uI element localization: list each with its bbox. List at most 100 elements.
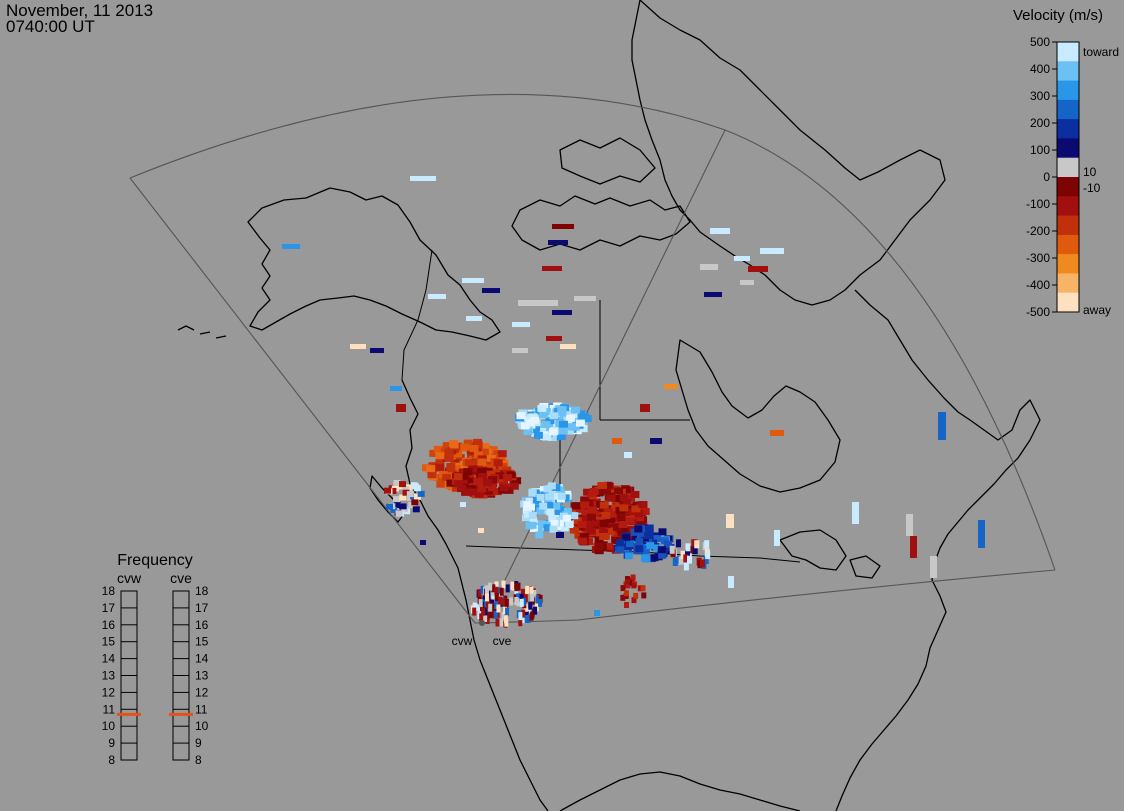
velocity-cell [436, 480, 446, 488]
velocity-cell [509, 482, 519, 490]
velocity-cell [471, 458, 481, 465]
velocity-cell [694, 540, 700, 549]
velocity-cell [393, 496, 400, 503]
velocity-cell [619, 504, 629, 512]
velocity-cell [466, 477, 476, 485]
velocity-cell [504, 598, 509, 607]
velocity-cell [770, 430, 784, 436]
frequency-tick-label: 10 [102, 719, 116, 733]
frequency-tick-label: 9 [195, 736, 202, 750]
velocity-color-step [1057, 292, 1079, 313]
velocity-cell [556, 433, 566, 441]
frequency-tick-label: 13 [102, 669, 116, 683]
arctic-islands-north [559, 137, 656, 185]
velocity-cell [603, 481, 613, 489]
velocity-cell [549, 525, 558, 533]
velocity-cell [499, 587, 504, 596]
velocity-cell [653, 535, 662, 542]
labrador-coast [854, 289, 1041, 535]
velocity-tick-labels: 500 400 300 200 100 0 -100 -200 -300 -400 -500 [1026, 35, 1057, 319]
velocity-cell [704, 540, 710, 549]
velocity-cell [906, 514, 913, 536]
velocity-tick-label: -500 [1026, 305, 1050, 319]
velocity-cell [545, 502, 554, 509]
velocity-cell [533, 606, 538, 615]
velocity-cell [620, 585, 626, 592]
frequency-tick-label: 11 [103, 702, 116, 716]
velocity-cell [546, 422, 556, 430]
velocity-cell [609, 519, 619, 527]
velocity-cell [575, 505, 585, 513]
velocity-cell [579, 533, 589, 541]
velocity-cell [465, 459, 474, 467]
coastlines [177, 0, 1041, 811]
velocity-cell [528, 601, 533, 610]
velocity-cell [538, 594, 543, 603]
velocity-cell [594, 610, 600, 616]
velocity-cell [460, 443, 470, 451]
velocity-cell [557, 406, 567, 414]
velocity-cell [529, 586, 534, 595]
velocity-cell [558, 427, 568, 435]
velocity-cell [548, 514, 557, 522]
velocity-cell [528, 488, 537, 496]
velocity-cell [480, 442, 490, 450]
velocity-cell [704, 292, 722, 297]
velocity-cell [435, 452, 445, 460]
velocity-cell [529, 517, 538, 525]
velocity-cell [399, 481, 406, 488]
velocity-cell [616, 539, 625, 547]
velocity-cell [548, 240, 568, 245]
velocity-cell [532, 590, 537, 598]
velocity-color-step [1057, 215, 1079, 236]
velocity-cell [495, 472, 505, 480]
velocity-cell [500, 596, 505, 605]
velocity-cell [472, 602, 477, 611]
velocity-color-step [1057, 42, 1079, 62]
gulf-coast [559, 771, 801, 811]
velocity-cell [685, 543, 691, 552]
velocity-title: Velocity (m/s) [1013, 7, 1103, 24]
velocity-color-step [1057, 119, 1079, 139]
velocity-cell [575, 419, 585, 427]
velocity-cell [492, 465, 502, 473]
velocity-cell [641, 592, 647, 599]
velocity-cell [611, 536, 621, 544]
velocity-cell [282, 244, 300, 249]
frequency-tick-label: 17 [102, 601, 116, 615]
velocity-cell [521, 609, 526, 618]
velocity-cell [603, 542, 613, 550]
velocity-cell [451, 465, 461, 472]
velocity-cell [535, 595, 540, 604]
velocity-cell [412, 506, 420, 513]
velocity-cell [552, 502, 561, 510]
velocity-cell [520, 588, 525, 597]
velocity-cell [472, 607, 477, 616]
velocity-tick-label: 200 [1030, 116, 1050, 130]
velocity-cell [640, 404, 650, 412]
pacific-coast [401, 379, 549, 811]
arctic-islands [511, 195, 691, 251]
velocity-cell [630, 491, 640, 498]
velocity-cell [505, 584, 510, 593]
velocity-cell [433, 473, 443, 481]
velocity-cell [774, 530, 780, 546]
velocity-cell [635, 537, 644, 545]
velocity-cell [560, 344, 576, 349]
velocity-cell [683, 562, 689, 571]
velocity-cell [570, 512, 579, 520]
velocity-cell [635, 514, 645, 522]
alaska-coast [247, 187, 501, 341]
velocity-cell [399, 503, 407, 510]
velocity-cell [587, 513, 596, 521]
velocity-cell [589, 488, 599, 495]
velocity-cell [482, 288, 500, 293]
radar-site-marker [479, 620, 485, 626]
velocity-color-step [1057, 138, 1079, 159]
velocity-cell [552, 484, 561, 491]
velocity-cell [578, 537, 588, 545]
velocity-cell [552, 310, 572, 315]
velocity-cell [604, 486, 614, 494]
velocity-cell [442, 473, 452, 481]
